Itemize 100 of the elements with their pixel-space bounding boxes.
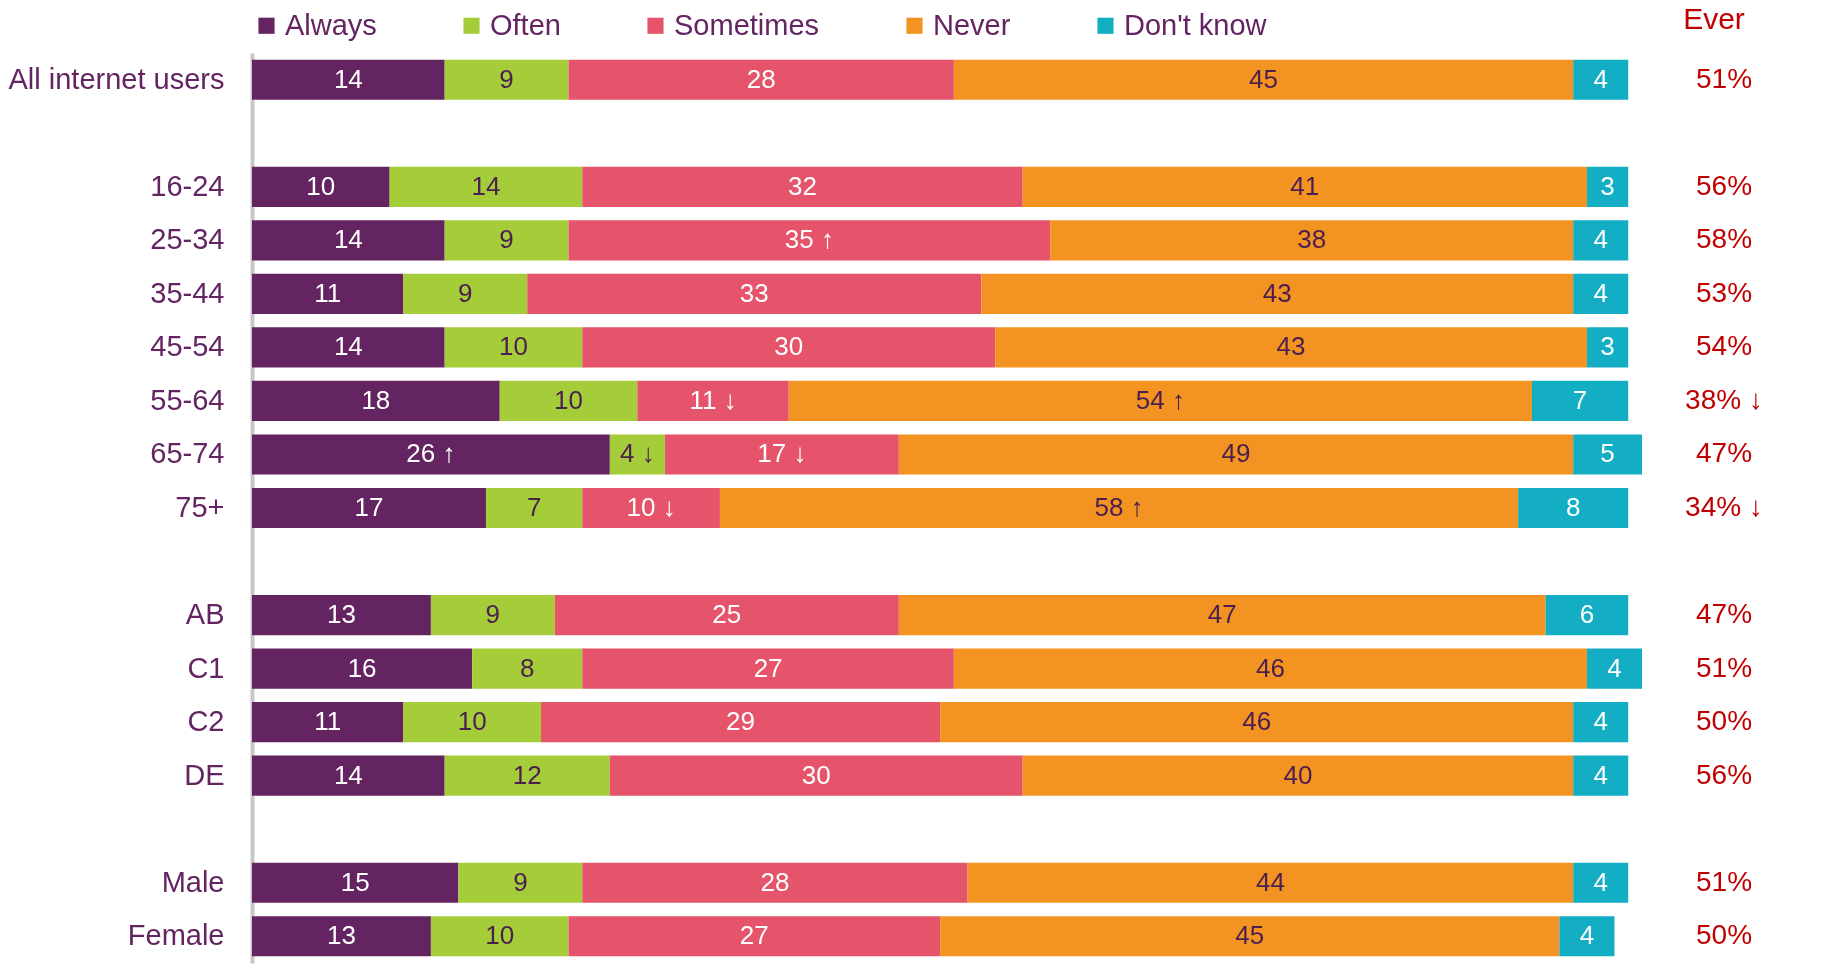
bar: [444, 755, 610, 796]
bar: [788, 380, 1532, 422]
bar: [568, 59, 954, 100]
data-label: 49: [1221, 438, 1251, 469]
bar: [458, 862, 583, 903]
bar: [582, 648, 954, 689]
bar: [582, 862, 968, 903]
y-tick-label: Female: [127, 919, 225, 952]
bar: [582, 327, 996, 368]
text: 38% ↓: [1685, 383, 1763, 415]
bar: [252, 273, 404, 314]
text: 58%: [1695, 223, 1753, 255]
bar: [568, 916, 941, 957]
data-label: 11 ↓: [689, 384, 737, 415]
bar: [430, 916, 569, 957]
text: 47%: [1695, 598, 1753, 630]
bar: [1586, 166, 1629, 207]
bar: [1586, 648, 1642, 689]
data-label: 17 ↓: [757, 438, 807, 469]
data-label: 28: [746, 63, 776, 94]
bar: [637, 380, 789, 422]
data-label: 33: [739, 277, 769, 308]
bar: [541, 702, 941, 743]
data-label: 32: [788, 170, 817, 201]
y-tick-label: 65-74: [150, 437, 225, 470]
text: 50%: [1695, 919, 1753, 951]
data-label: 13: [326, 920, 356, 951]
data-label: 17: [354, 492, 384, 522]
data-label: 47: [1207, 599, 1237, 630]
bar: [252, 862, 459, 903]
bar: [1559, 916, 1615, 957]
bar: [981, 273, 1574, 314]
bar: [953, 648, 1587, 689]
data-label: 8: [1565, 492, 1581, 522]
data-label: 5: [1600, 438, 1615, 469]
bar: [252, 916, 431, 957]
legend-label: Always: [285, 8, 377, 41]
data-label: 14: [333, 759, 363, 790]
data-label: 28: [760, 866, 790, 897]
text: 50%: [1695, 705, 1753, 737]
bar: [252, 594, 431, 636]
text: 53%: [1695, 276, 1753, 308]
bar: [1022, 166, 1587, 207]
bar: [1022, 755, 1574, 796]
data-label: 9: [499, 63, 514, 94]
bar: [527, 273, 982, 314]
data-label: 38: [1297, 224, 1327, 255]
data-label: 6: [1579, 599, 1595, 630]
bar: [719, 487, 1519, 529]
bar: [485, 487, 583, 529]
bar: [609, 755, 1023, 796]
bar: [940, 916, 1560, 957]
bar: [444, 220, 569, 261]
bar: [664, 434, 899, 475]
data-label: 10: [306, 170, 336, 201]
data-label: 43: [1262, 277, 1292, 308]
bar: [898, 434, 1574, 475]
data-label: 9: [458, 277, 473, 308]
y-tick-label: 55-64: [150, 383, 225, 416]
data-label: 43: [1276, 331, 1306, 362]
legend-label: Often: [490, 8, 561, 41]
data-label: 29: [726, 706, 756, 737]
text: 47%: [1695, 437, 1753, 469]
bar: [582, 487, 720, 529]
data-label: 10: [554, 384, 583, 415]
text: Ever: [1683, 1, 1745, 35]
bar: [389, 166, 583, 207]
data-label: 11: [314, 277, 342, 308]
y-tick-label: All internet users: [8, 62, 225, 95]
bar: [499, 380, 638, 422]
text: 54%: [1695, 330, 1753, 362]
data-label: 10: [457, 706, 487, 737]
data-label: 4: [1593, 866, 1608, 897]
data-label: 9: [513, 866, 528, 897]
text: 34% ↓: [1685, 491, 1763, 522]
data-label: 11: [314, 706, 342, 737]
y-tick-label: 75+: [175, 491, 225, 523]
data-label: 26 ↑: [406, 438, 456, 469]
bar: [403, 273, 528, 314]
bar: [252, 59, 445, 100]
data-label: 14: [333, 63, 363, 94]
legend-label: Never: [933, 8, 1011, 41]
bar: [1545, 594, 1629, 636]
bar: [252, 648, 473, 689]
bar: [252, 380, 500, 422]
bar: [1586, 327, 1629, 368]
bar: [1573, 755, 1629, 796]
y-tick-label: C2: [187, 705, 225, 738]
y-tick-label: 35-44: [150, 276, 225, 309]
data-label: 14: [471, 170, 501, 201]
data-label: 4: [1579, 920, 1595, 951]
data-label: 27: [753, 652, 783, 683]
data-label: 46: [1242, 706, 1272, 737]
data-label: 4: [1593, 277, 1608, 308]
data-label: 7: [526, 492, 542, 522]
data-label: 46: [1255, 652, 1285, 683]
data-label: 14: [333, 331, 363, 362]
data-label: 10 ↓: [626, 492, 676, 522]
bar: [568, 220, 1051, 261]
bar: [898, 594, 1546, 636]
